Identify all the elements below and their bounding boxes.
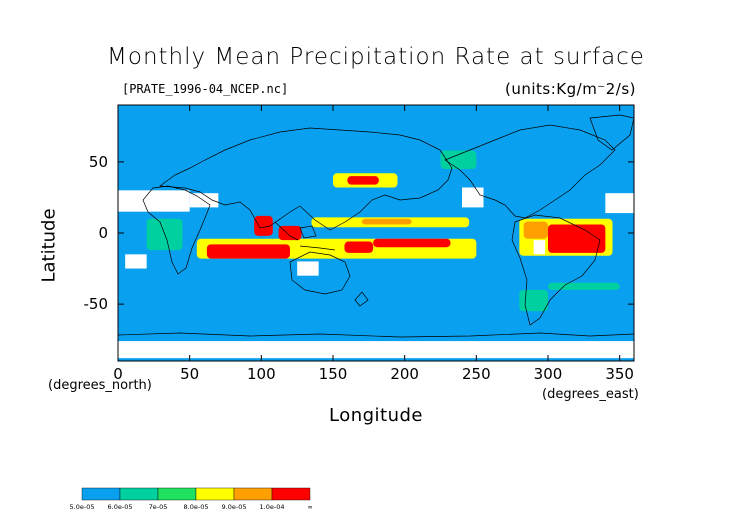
precip-region-14 [373, 238, 451, 248]
y-tick-label-0: -50 [84, 295, 109, 313]
precip-region-12 [278, 225, 302, 241]
x-tick-label-6: 300 [534, 365, 563, 383]
dataset-filename: [PRATE_1996-04_NCEP.nc] [122, 82, 289, 96]
x-tick-label-3: 150 [319, 365, 348, 383]
colorbar-label-4: 9.0e-05 [222, 503, 247, 511]
missing-data-1 [189, 193, 219, 208]
x-tick-label-5: 250 [462, 365, 491, 383]
missing-data-6 [533, 240, 546, 255]
colorbar-swatch-0 [81, 487, 121, 501]
x-tick-label-0: 0 [113, 365, 123, 383]
missing-data-7 [118, 341, 634, 359]
precip-region-13 [344, 241, 374, 253]
precip-region-10 [206, 244, 290, 259]
precip-region-15 [548, 224, 606, 253]
y-tick-label-2: 50 [89, 153, 108, 171]
precip-region-16 [347, 176, 379, 185]
y-unit-label: (degrees_north) [48, 378, 152, 393]
x-tick-label-2: 100 [247, 365, 276, 383]
y-ticks: -50 0 50 [84, 153, 634, 313]
missing-data-5 [125, 254, 147, 269]
colorbar-label-2: 7e-05 [149, 503, 168, 511]
missing-data-2 [462, 187, 484, 208]
x-axis-label: Longitude [328, 405, 424, 426]
precip-region-9 [523, 221, 548, 239]
colorbar-label-6: ∞ [307, 503, 312, 511]
colorbar-swatch-1 [119, 487, 159, 501]
colorbar-swatch-5 [271, 487, 311, 501]
precip-region-2 [519, 289, 548, 312]
missing-data-0 [118, 190, 190, 212]
colorbar-label-3: 8.0e-05 [184, 503, 209, 511]
precip-region-3 [548, 282, 620, 290]
colorbar-swatch-3 [195, 487, 235, 501]
colorbar-label-0: 5.0e-05 [70, 503, 95, 511]
colorbar-label-1: 6.0e-05 [108, 503, 133, 511]
chart-title: Monthly Mean Precipitation Rate at surfa… [107, 44, 645, 70]
x-unit-label: (degrees_east) [542, 387, 639, 402]
x-ticks: 0 50 100 150 200 250 300 350 [113, 105, 634, 383]
x-tick-label-7: 350 [605, 365, 634, 383]
colorbar: 5.0e-05 6.0e-05 7e-05 8.0e-05 9.0e-05 1.0e-04… [70, 487, 313, 511]
colorbar-label-5: 1.0e-04 [260, 503, 285, 511]
units-label: (units:Kg/m⁻2/s) [505, 80, 636, 98]
plot-area [118, 105, 634, 361]
x-tick-label-4: 200 [390, 365, 419, 383]
missing-data-4 [297, 261, 319, 276]
x-tick-label-1: 50 [180, 365, 199, 383]
colorbar-swatch-4 [233, 487, 273, 501]
coastlines [117, 114, 635, 338]
precip-region-8 [361, 218, 412, 225]
missing-data-3 [605, 193, 634, 214]
precip-region-11 [254, 215, 273, 236]
colorbar-swatch-2 [157, 487, 197, 501]
y-tick-label-1: 0 [98, 224, 108, 242]
